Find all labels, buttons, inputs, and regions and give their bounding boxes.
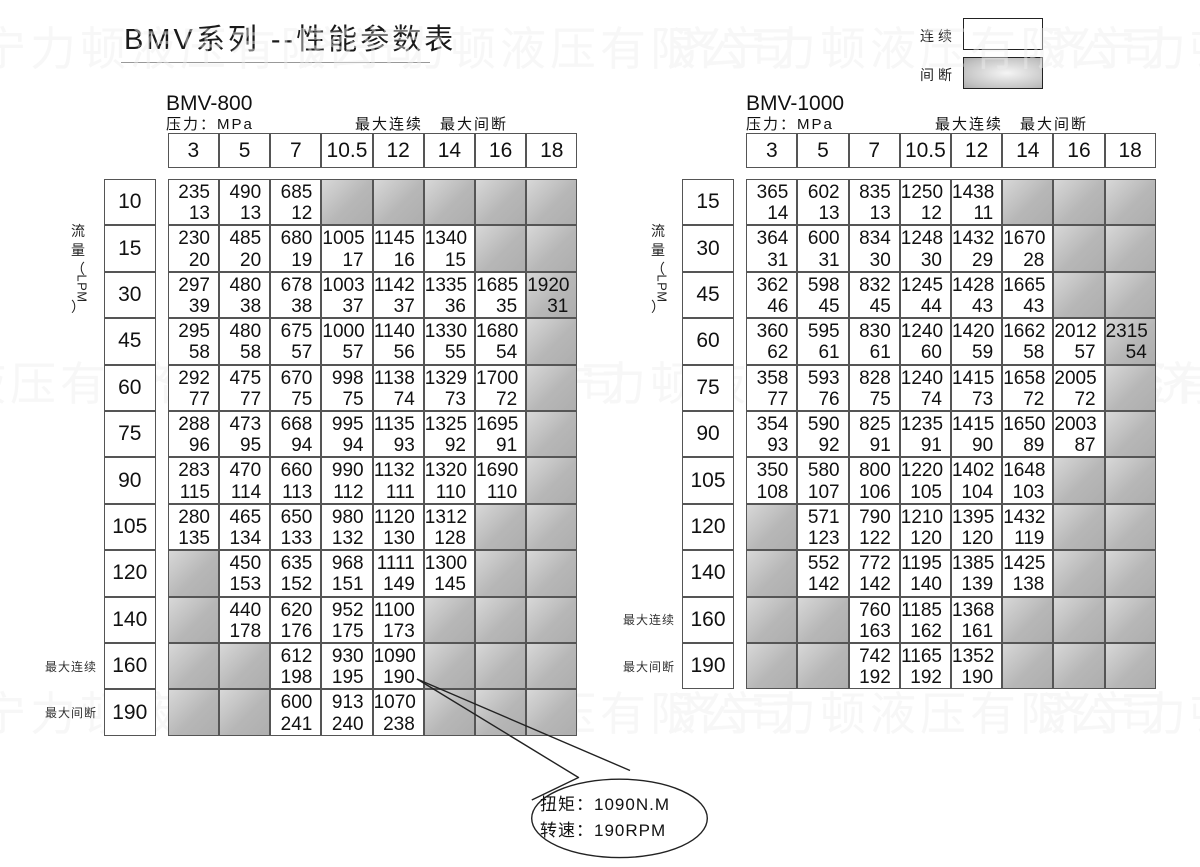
svg-text:扭矩：1090N.M: 扭矩：1090N.M: [540, 795, 670, 814]
svg-text:转速：190RPM: 转速：190RPM: [540, 821, 666, 840]
